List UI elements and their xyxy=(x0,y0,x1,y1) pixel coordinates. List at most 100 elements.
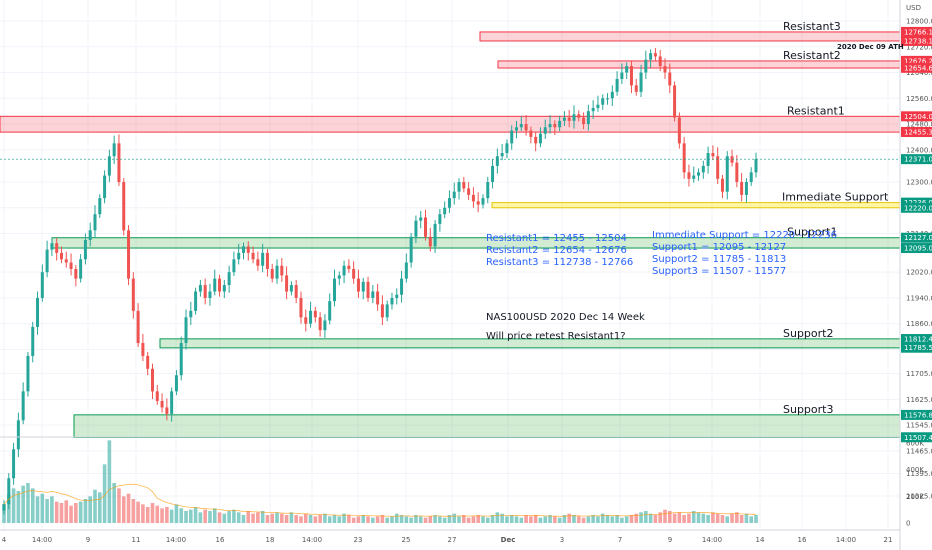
candle-body[interactable] xyxy=(500,153,504,157)
candle-body[interactable] xyxy=(376,291,380,305)
candle-body[interactable] xyxy=(692,175,696,179)
time-axis[interactable]: 4 14:00 9 11 14:00 16 18 14:00 23 25 27 Dec 3 7 9 14:00… xyxy=(2,536,893,544)
candle-body[interactable] xyxy=(467,188,471,195)
candle-body[interactable] xyxy=(174,375,178,392)
candle-body[interactable] xyxy=(285,275,289,292)
candle-body[interactable] xyxy=(208,291,212,298)
candle-body[interactable] xyxy=(194,291,198,311)
candle-body[interactable] xyxy=(232,259,236,273)
candle-body[interactable] xyxy=(744,182,748,195)
candle-body[interactable] xyxy=(275,265,279,279)
candle-body[interactable] xyxy=(649,53,653,60)
candle-body[interactable] xyxy=(591,107,595,112)
candle-body[interactable] xyxy=(558,120,562,128)
candle-body[interactable] xyxy=(519,124,523,128)
candle-body[interactable] xyxy=(64,259,68,263)
candle-body[interactable] xyxy=(21,391,25,421)
candle-body[interactable] xyxy=(328,301,332,321)
candle-body[interactable] xyxy=(313,310,317,318)
candle-body[interactable] xyxy=(289,285,293,292)
candle-body[interactable] xyxy=(735,162,739,183)
candle-body[interactable] xyxy=(150,368,154,392)
candle-body[interactable] xyxy=(179,343,183,376)
candle-body[interactable] xyxy=(59,252,63,260)
candle-body[interactable] xyxy=(629,66,633,86)
candle-body[interactable] xyxy=(524,124,528,131)
candle-body[interactable] xyxy=(620,72,624,79)
candle-body[interactable] xyxy=(424,217,428,237)
candle-body[interactable] xyxy=(471,194,475,202)
candle-body[interactable] xyxy=(586,111,590,125)
candle-body[interactable] xyxy=(443,207,447,215)
candle-body[interactable] xyxy=(663,66,667,73)
candle-body[interactable] xyxy=(16,420,20,450)
candle-body[interactable] xyxy=(222,285,226,292)
candle-body[interactable] xyxy=(610,91,614,99)
candle-body[interactable] xyxy=(318,317,322,331)
candle-body[interactable] xyxy=(280,265,284,276)
candle-body[interactable] xyxy=(198,285,202,292)
candle-body[interactable] xyxy=(136,310,140,344)
candle-body[interactable] xyxy=(342,265,346,276)
candle-body[interactable] xyxy=(409,236,413,263)
candle-body[interactable] xyxy=(265,252,269,269)
candle-body[interactable] xyxy=(716,156,720,179)
candle-body[interactable] xyxy=(534,136,538,144)
candle-body[interactable] xyxy=(543,127,547,134)
candle-body[interactable] xyxy=(103,175,107,199)
candle-body[interactable] xyxy=(337,275,341,279)
candle-body[interactable] xyxy=(366,281,370,298)
candle-body[interactable] xyxy=(414,220,418,237)
candle-body[interactable] xyxy=(400,278,404,295)
candle-body[interactable] xyxy=(309,310,313,324)
candle-body[interactable] xyxy=(184,317,188,344)
candle-body[interactable] xyxy=(88,230,92,240)
candle-body[interactable] xyxy=(55,243,59,253)
candle-body[interactable] xyxy=(428,236,432,247)
candle-body[interactable] xyxy=(553,124,557,128)
candle-body[interactable] xyxy=(256,259,260,266)
candle-body[interactable] xyxy=(515,127,519,131)
candle-body[interactable] xyxy=(160,401,164,408)
candle-body[interactable] xyxy=(639,72,643,92)
candle-body[interactable] xyxy=(634,85,638,92)
candle-body[interactable] xyxy=(653,53,657,57)
candle-body[interactable] xyxy=(452,191,456,199)
candle-body[interactable] xyxy=(117,143,121,183)
candle-body[interactable] xyxy=(596,104,600,108)
candle-body[interactable] xyxy=(701,165,705,173)
candle-body[interactable] xyxy=(251,252,255,260)
candle-body[interactable] xyxy=(299,297,303,318)
candle-body[interactable] xyxy=(304,317,308,324)
candle-body[interactable] xyxy=(112,143,116,157)
candle-body[interactable] xyxy=(720,178,724,192)
candle-body[interactable] xyxy=(237,252,241,260)
candle-body[interactable] xyxy=(419,217,423,221)
candle-body[interactable] xyxy=(7,478,11,505)
candle-body[interactable] xyxy=(127,230,131,279)
candle-body[interactable] xyxy=(40,272,44,298)
candle-body[interactable] xyxy=(203,285,207,298)
candle-body[interactable] xyxy=(26,355,30,392)
candle-body[interactable] xyxy=(438,214,442,224)
candle-body[interactable] xyxy=(711,153,715,157)
candle-body[interactable] xyxy=(538,133,542,144)
candle-body[interactable] xyxy=(601,98,605,105)
candle-body[interactable] xyxy=(371,291,375,298)
candles-layer[interactable] xyxy=(0,48,900,515)
candle-body[interactable] xyxy=(395,294,399,298)
candle-body[interactable] xyxy=(390,297,394,305)
candle-body[interactable] xyxy=(165,407,169,414)
candle-body[interactable] xyxy=(227,272,231,286)
candle-body[interactable] xyxy=(706,153,710,166)
candle-body[interactable] xyxy=(682,143,686,173)
candle-body[interactable] xyxy=(246,246,250,253)
candle-body[interactable] xyxy=(433,223,437,247)
candle-body[interactable] xyxy=(155,391,159,401)
candle-body[interactable] xyxy=(36,297,40,327)
candle-body[interactable] xyxy=(69,262,73,269)
candle-body[interactable] xyxy=(352,268,356,279)
candle-body[interactable] xyxy=(668,72,672,86)
candle-body[interactable] xyxy=(83,239,87,260)
candle-body[interactable] xyxy=(122,182,126,231)
